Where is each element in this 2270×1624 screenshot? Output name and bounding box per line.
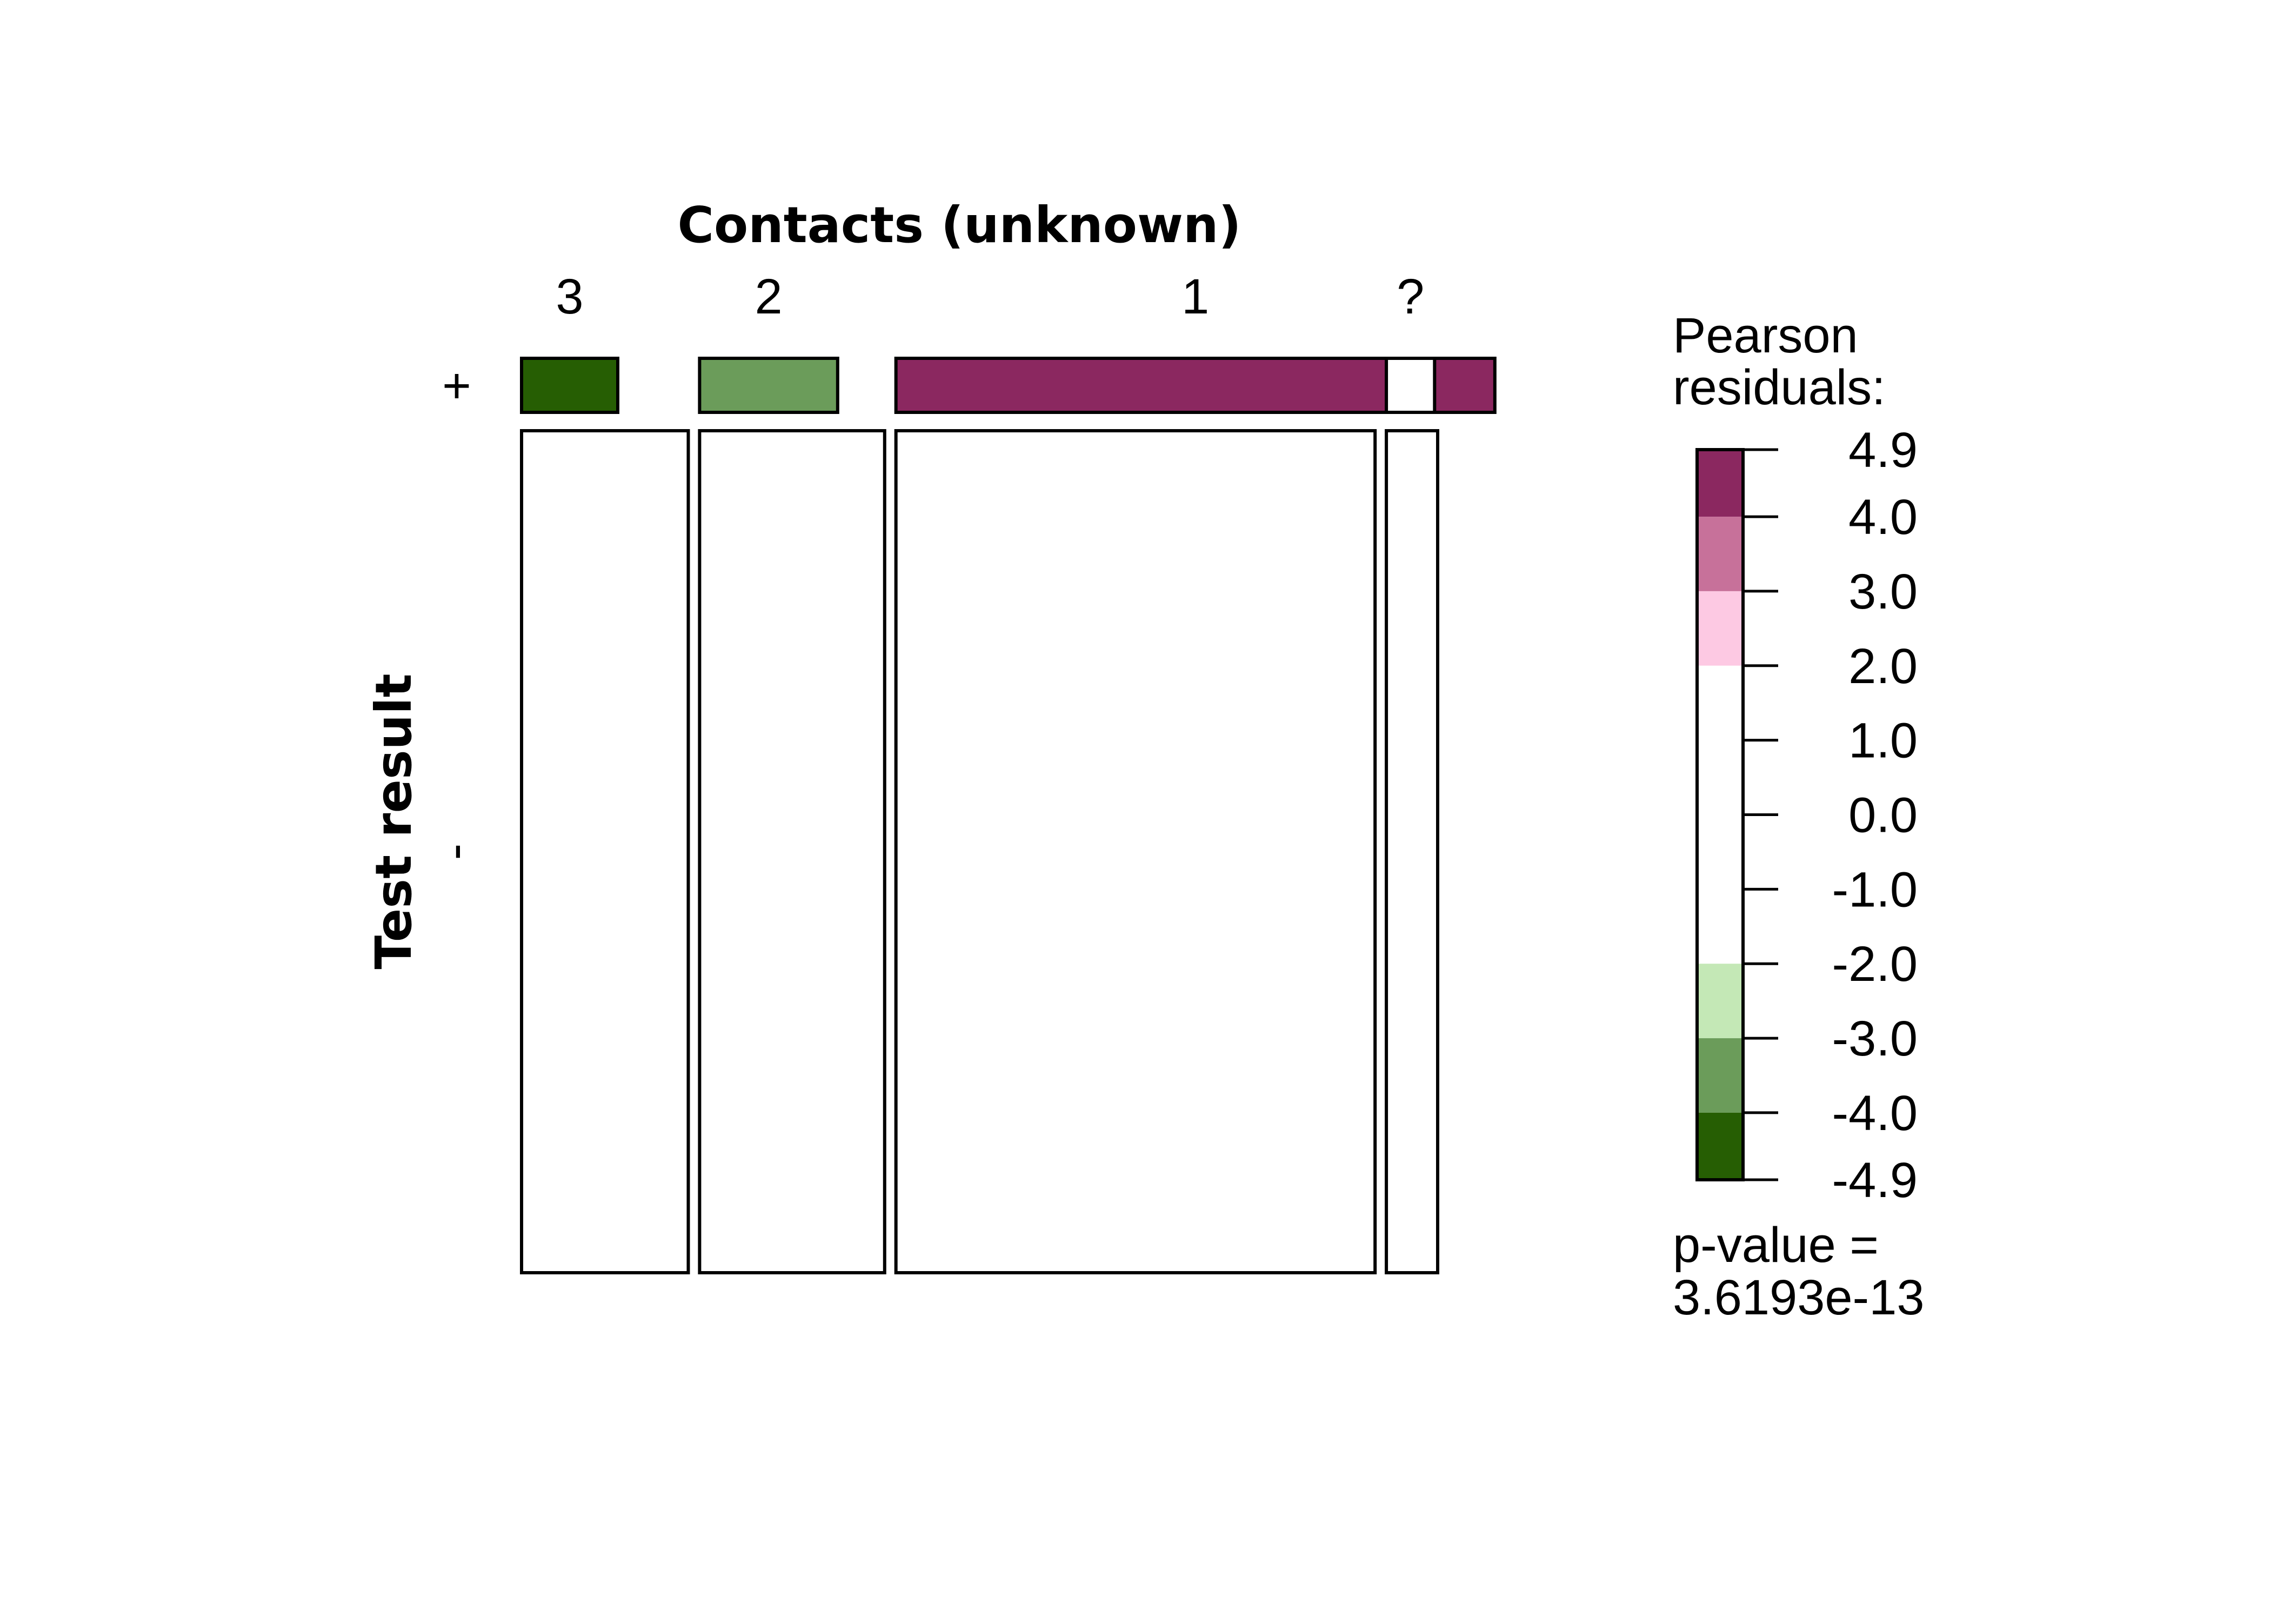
legend-band-6 (1697, 1112, 1743, 1180)
column-label-1: 2 (755, 269, 783, 324)
legend-tick-label-7: -2.0 (1832, 937, 1918, 992)
tile-plus-1 (698, 357, 839, 414)
legend-tick-label-2: 3.0 (1848, 564, 1918, 619)
legend-tick-label-4: 1.0 (1848, 713, 1918, 768)
column-label-0: 3 (556, 269, 583, 324)
column-label-2: 1 (1181, 269, 1209, 324)
legend-tick-label-8: -3.0 (1832, 1011, 1918, 1066)
legend-tick-label-6: -1.0 (1832, 862, 1918, 917)
legend-band-4 (1697, 964, 1743, 1039)
legend-tick-label-0: 4.9 (1848, 423, 1918, 478)
tile-minus-2 (894, 429, 1377, 1274)
legend-tick-label-1: 4.0 (1848, 490, 1918, 545)
tile-minus-3 (1385, 429, 1440, 1274)
mosaic-tiles (520, 357, 1497, 1274)
x-axis-variable-label: Contacts (unknown) (677, 196, 1241, 254)
legend-band-1 (1697, 517, 1743, 591)
row-labels: +- (427, 358, 482, 860)
legend-band-5 (1697, 1038, 1743, 1113)
legend-tick-label-5: 0.0 (1848, 788, 1918, 843)
tile-plus-3 (1385, 357, 1437, 414)
tile-minus-0 (520, 429, 690, 1274)
row-label-plus: + (442, 358, 471, 413)
y-axis-variable-label: Test result (365, 673, 423, 969)
legend-title-line2: residuals: (1673, 360, 1886, 415)
legend-band-3 (1697, 665, 1743, 964)
legend-tick-label-10: -4.9 (1832, 1153, 1918, 1208)
legend-color-scale (1695, 448, 1745, 1181)
tile-minus-1 (698, 429, 886, 1274)
column-labels: 3 2 1? (556, 269, 1424, 324)
tile-plus-0 (520, 357, 619, 414)
p-value-label: p-value = (1673, 1218, 1879, 1273)
column-label-3: ? (1397, 269, 1424, 324)
legend-tick-label-3: 2.0 (1848, 639, 1918, 694)
legend-title-line1: Pearson (1673, 308, 1858, 363)
row-label-minus: - (427, 844, 482, 860)
legend-band-0 (1697, 450, 1743, 517)
legend-tick-label-9: -4.0 (1832, 1086, 1918, 1141)
p-value-number: 3.6193e-13 (1673, 1270, 1925, 1325)
legend-band-2 (1697, 591, 1743, 666)
legend-ticks: 4.9 4.0 3.0 2.0 1.0 0.0 -1.0 -2.0 -3.0 -4.0 -4.9 (1743, 423, 1918, 1208)
